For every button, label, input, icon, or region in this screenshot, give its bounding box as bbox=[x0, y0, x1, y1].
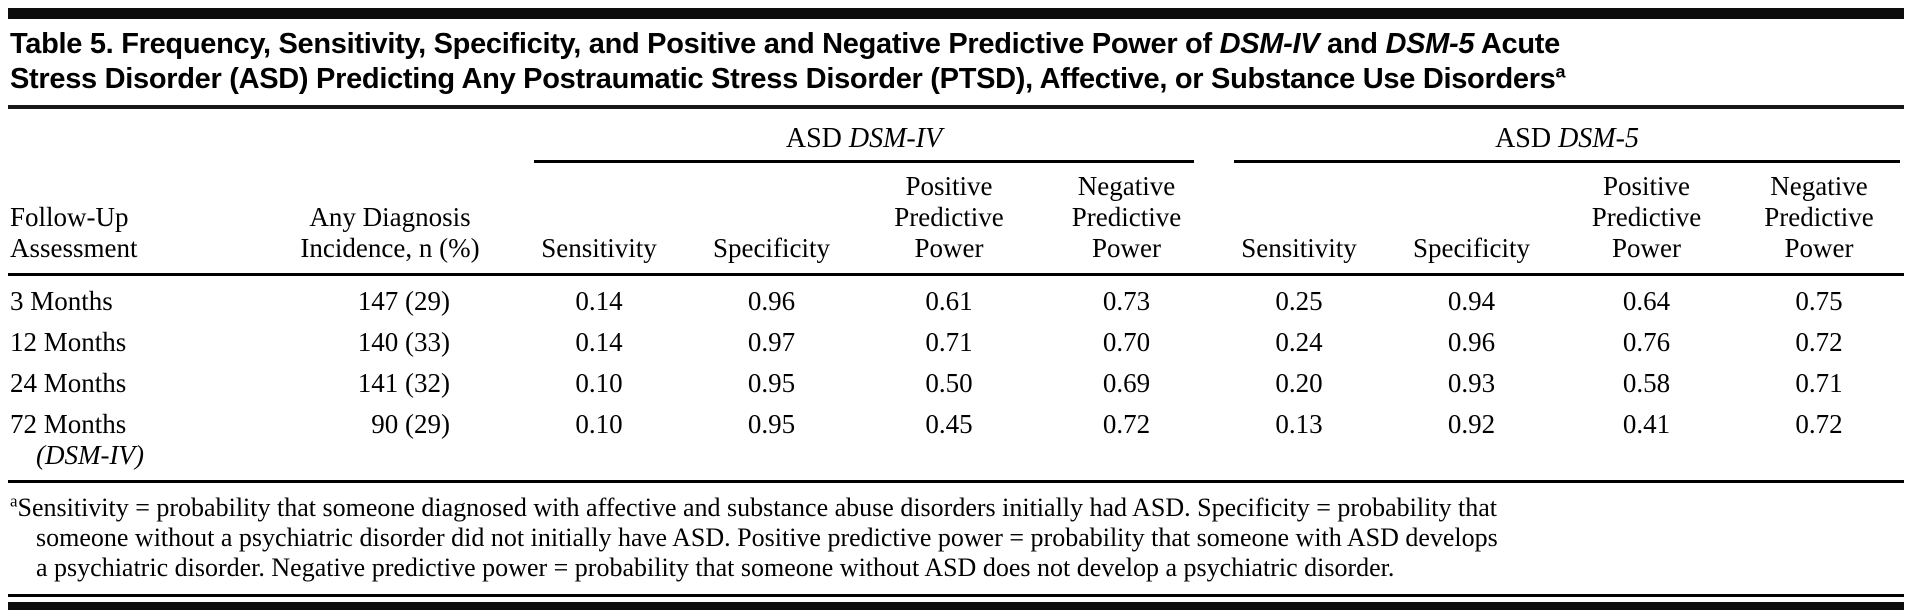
col-header-specificity-dsm-5: Specificity bbox=[1384, 163, 1559, 276]
footnote-marker: a bbox=[10, 491, 18, 511]
table-bottom-thick-rule bbox=[8, 602, 1904, 610]
group-header-asd-dsm-5: ASD DSM-5 bbox=[1214, 111, 1904, 163]
col-header-negative-predictive-power-dsm-5: Negative Predictive Power bbox=[1734, 163, 1905, 276]
col-header-line: Specificity bbox=[713, 233, 830, 263]
group-header-asd-dsm-5-label: ASD DSM-5 bbox=[1234, 123, 1901, 163]
cell-specificity-dsm-iv: 0.97 bbox=[747, 327, 796, 357]
col-header-line: Negative bbox=[1770, 171, 1868, 201]
table-row-24-months: 24 Months 141 (32) 0.10 0.95 0.50 0.69 0… bbox=[8, 363, 1904, 404]
col-header-follow-up-assessment: Follow-Up Assessment bbox=[8, 163, 266, 276]
table-row-12-months: 12 Months 140 (33) 0.14 0.97 0.71 0.70 0… bbox=[8, 322, 1904, 363]
cell-sensitivity-dsm-5: 0.20 bbox=[1275, 368, 1323, 398]
footnote-line-3: a psychiatric disorder. Negative predict… bbox=[36, 553, 1395, 582]
cell-assessment-line1: 72 Months bbox=[10, 409, 127, 439]
cell-ppp-dsm-5: 0.64 bbox=[1622, 286, 1671, 316]
col-header-line: Power bbox=[1092, 233, 1161, 263]
cell-specificity-dsm-iv: 0.95 bbox=[684, 404, 859, 483]
col-header-line: Predictive bbox=[894, 202, 1004, 232]
cell-specificity-dsm-5: 0.94 bbox=[1447, 286, 1496, 316]
col-header-line: Power bbox=[914, 233, 984, 263]
cell-incidence: 147 (29) bbox=[357, 286, 450, 316]
cell-sensitivity-dsm-iv: 0.10 bbox=[575, 368, 623, 398]
cell-incidence: 140 (33) bbox=[357, 327, 450, 357]
cell-sensitivity-dsm-iv: 0.14 bbox=[575, 286, 623, 316]
cell-specificity-dsm-5: 0.92 bbox=[1384, 404, 1559, 483]
col-header-line: Predictive bbox=[1764, 202, 1874, 232]
cell-assessment: 72 Months (DSM-IV) bbox=[8, 404, 266, 483]
cell-sensitivity-dsm-iv: 0.14 bbox=[575, 327, 623, 357]
cell-npp-dsm-iv: 0.72 bbox=[1039, 404, 1214, 483]
cell-npp-dsm-5: 0.72 bbox=[1734, 404, 1905, 483]
col-header-line: Power bbox=[1784, 233, 1854, 263]
cell-ppp-dsm-iv: 0.61 bbox=[925, 286, 973, 316]
cell-ppp-dsm-5: 0.76 bbox=[1622, 327, 1671, 357]
col-header-line: Assessment bbox=[10, 233, 138, 263]
cell-npp-dsm-iv: 0.73 bbox=[1102, 286, 1151, 316]
footnote-line-1: aSensitivity = probability that someone … bbox=[10, 491, 1902, 523]
table-top-rule bbox=[8, 8, 1904, 19]
col-header-positive-predictive-power-dsm-5: Positive Predictive Power bbox=[1559, 163, 1734, 276]
footnote-line-2: someone without a psychiatric disorder d… bbox=[36, 523, 1498, 552]
col-header-sensitivity-dsm-5: Sensitivity bbox=[1214, 163, 1384, 276]
cell-assessment: 3 Months bbox=[10, 286, 113, 316]
col-header-line: Follow-Up bbox=[10, 202, 129, 232]
table-bottom-thin-rule bbox=[8, 594, 1904, 597]
col-header-line: Predictive bbox=[1591, 202, 1702, 232]
col-header-positive-predictive-power-dsm-iv: Positive Predictive Power bbox=[859, 163, 1039, 276]
title-bottom-rule bbox=[8, 105, 1904, 109]
footnote: aSensitivity = probability that someone … bbox=[10, 491, 1902, 583]
cell-incidence: 141 (32) bbox=[357, 368, 450, 398]
cell-ppp-dsm-iv: 0.71 bbox=[925, 327, 973, 357]
cell-specificity-dsm-iv: 0.96 bbox=[747, 286, 796, 316]
footnote-text: Sensitivity = probability that someone d… bbox=[17, 493, 1498, 522]
cell-incidence: 90 (29) bbox=[266, 404, 514, 483]
group-header-row: ASD DSM-IV ASD DSM-5 bbox=[8, 111, 1904, 163]
col-header-line: Positive bbox=[905, 171, 993, 201]
group-header-asd-dsm-iv: ASD DSM-IV bbox=[514, 111, 1214, 163]
cell-assessment: 24 Months bbox=[10, 368, 127, 398]
results-table: ASD DSM-IV ASD DSM-5 Follow-Up Assessmen… bbox=[8, 111, 1905, 483]
table-title: Table 5. Frequency, Sensitivity, Specifi… bbox=[10, 28, 1566, 95]
col-header-sensitivity-dsm-iv: Sensitivity bbox=[514, 163, 684, 276]
col-header-specificity-dsm-iv: Specificity bbox=[684, 163, 859, 276]
column-header-row: Follow-Up Assessment Any Diagnosis Incid… bbox=[8, 163, 1905, 276]
col-header-line: Sensitivity bbox=[541, 233, 657, 263]
group-header-asd-dsm-iv-label: ASD DSM-IV bbox=[534, 123, 1194, 163]
col-header-any-diagnosis-incidence: Any Diagnosis Incidence, n (%) bbox=[266, 163, 514, 276]
cell-npp-dsm-5: 0.71 bbox=[1795, 368, 1843, 398]
col-header-negative-predictive-power-dsm-iv: Negative Predictive Power bbox=[1039, 163, 1214, 276]
cell-specificity-dsm-5: 0.96 bbox=[1447, 327, 1496, 357]
cell-npp-dsm-iv: 0.69 bbox=[1102, 368, 1151, 398]
cell-specificity-dsm-5: 0.93 bbox=[1447, 368, 1496, 398]
col-header-line: Negative bbox=[1077, 171, 1176, 201]
col-header-line: Any Diagnosis bbox=[309, 202, 471, 232]
table-row-3-months: 3 Months 147 (29) 0.14 0.96 0.61 0.73 0.… bbox=[8, 275, 1904, 323]
cell-ppp-dsm-5: 0.58 bbox=[1622, 368, 1671, 398]
cell-npp-dsm-iv: 0.70 bbox=[1102, 327, 1151, 357]
table-row-72-months: 72 Months (DSM-IV) 90 (29) 0.10 0.95 0.4… bbox=[8, 404, 1905, 483]
col-header-line: Power bbox=[1612, 233, 1681, 263]
group-header-spacer bbox=[8, 111, 514, 163]
cell-ppp-dsm-5: 0.41 bbox=[1559, 404, 1734, 483]
cell-sensitivity-dsm-5: 0.13 bbox=[1214, 404, 1384, 483]
cell-npp-dsm-5: 0.75 bbox=[1795, 286, 1843, 316]
cell-assessment-line2: (DSM-IV) bbox=[36, 440, 144, 470]
col-header-line: Specificity bbox=[1413, 233, 1530, 263]
cell-assessment: 12 Months bbox=[10, 327, 127, 357]
col-header-line: Predictive bbox=[1071, 202, 1182, 232]
cell-ppp-dsm-iv: 0.45 bbox=[859, 404, 1039, 483]
col-header-line: Positive bbox=[1602, 171, 1690, 201]
cell-sensitivity-dsm-5: 0.25 bbox=[1275, 286, 1323, 316]
cell-specificity-dsm-iv: 0.95 bbox=[747, 368, 796, 398]
col-header-line: Incidence, n (%) bbox=[300, 233, 480, 263]
col-header-line: Sensitivity bbox=[1241, 233, 1357, 263]
cell-sensitivity-dsm-iv: 0.10 bbox=[514, 404, 684, 483]
cell-npp-dsm-5: 0.72 bbox=[1795, 327, 1843, 357]
cell-sensitivity-dsm-5: 0.24 bbox=[1275, 327, 1323, 357]
cell-ppp-dsm-iv: 0.50 bbox=[925, 368, 973, 398]
